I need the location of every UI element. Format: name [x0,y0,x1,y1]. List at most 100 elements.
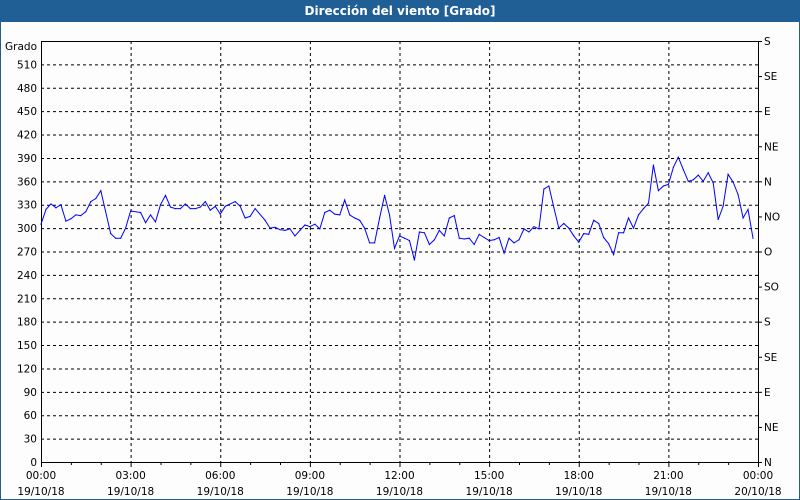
data-point [125,227,127,229]
data-point [737,193,739,196]
data-point [423,232,425,234]
data-point [662,185,664,187]
data-point [244,217,246,219]
data-point [707,172,709,174]
data-point [164,194,167,196]
data-point [274,226,276,228]
y-tick-label: 360 [17,176,37,188]
data-point [468,237,470,239]
x-tick-time: 15:00 [474,470,504,482]
data-point [528,231,530,233]
data-point [493,239,495,241]
data-point [682,169,684,171]
data-point [603,236,605,239]
data-point [304,224,306,226]
data-point [324,211,326,214]
y-tick-label: 480 [17,83,37,95]
y-tick-label: 390 [17,153,37,165]
data-point [652,164,655,166]
x-tick-date: 19/10/18 [555,486,602,498]
data-point [224,205,226,207]
x-tick-time: 00:00 [26,470,56,482]
data-point [632,227,635,229]
data-point [209,209,211,211]
data-point [598,222,600,225]
data-point [697,174,699,176]
x-tick-date: 19/10/18 [17,486,64,498]
x-tick-date: 19/10/18 [286,486,333,498]
compass-label: SE [764,352,777,364]
data-point [319,228,321,230]
y-axis-label: Grado [5,41,37,53]
data-point [508,237,510,239]
data-point [120,237,122,239]
data-point [677,156,679,158]
data-point [110,232,112,235]
data-point [239,205,241,207]
data-point [374,242,376,244]
data-point [722,205,724,207]
data-point [513,242,515,244]
data-point [144,222,147,224]
series-line [40,155,754,261]
data-point [219,213,221,215]
x-tick-date: 20/10/18 [734,486,781,498]
compass-label: N [764,176,772,188]
y-tick-label: 90 [24,387,37,399]
y-tick-label: 210 [17,293,37,305]
data-point [408,239,411,242]
data-point [254,208,256,210]
x-tick-time: 09:00 [295,470,325,482]
data-point [687,180,689,182]
x-tick-time: 12:00 [384,470,414,482]
x-tick-time: 18:00 [564,470,594,482]
data-point [747,208,749,210]
data-point [692,179,694,181]
data-point [364,227,366,229]
y-tick-label: 420 [17,130,37,142]
data-point [359,219,361,221]
data-point [378,217,381,219]
data-point [149,214,152,216]
data-point [334,213,336,215]
data-point [100,190,102,192]
compass-label: S [764,317,771,329]
data-point [533,225,535,228]
y-tick-label: 60 [24,410,37,422]
data-point [339,214,341,216]
data-point [403,237,406,239]
data-point [95,197,97,200]
y-tick-label: 240 [17,270,37,282]
data-point [354,217,356,219]
data-point [433,239,435,241]
data-point [55,207,57,209]
y-tick-label: 450 [17,106,37,118]
data-point [742,217,744,219]
data-point [518,239,520,241]
data-point [523,228,525,230]
data-point [672,166,674,168]
data-point [388,214,391,216]
data-point [174,208,177,210]
data-point [622,232,625,234]
y-tick-label: 330 [17,200,37,212]
data-point [45,208,47,210]
x-tick-time: 03:00 [115,470,145,482]
chart-title: Dirección del viento [Grado] [1,1,799,22]
data-point [667,183,669,186]
data-point [617,232,620,234]
data-point [503,252,505,254]
data-point [344,199,346,201]
data-point [154,221,157,223]
compass-label: NE [764,422,779,434]
data-point [438,229,440,232]
data-point [75,214,77,216]
data-point [553,207,555,209]
data-point [637,214,640,216]
data-point [329,209,331,211]
data-point [593,219,595,221]
data-point [543,188,545,190]
compass-label: SE [764,71,777,83]
compass-label: E [764,387,771,399]
